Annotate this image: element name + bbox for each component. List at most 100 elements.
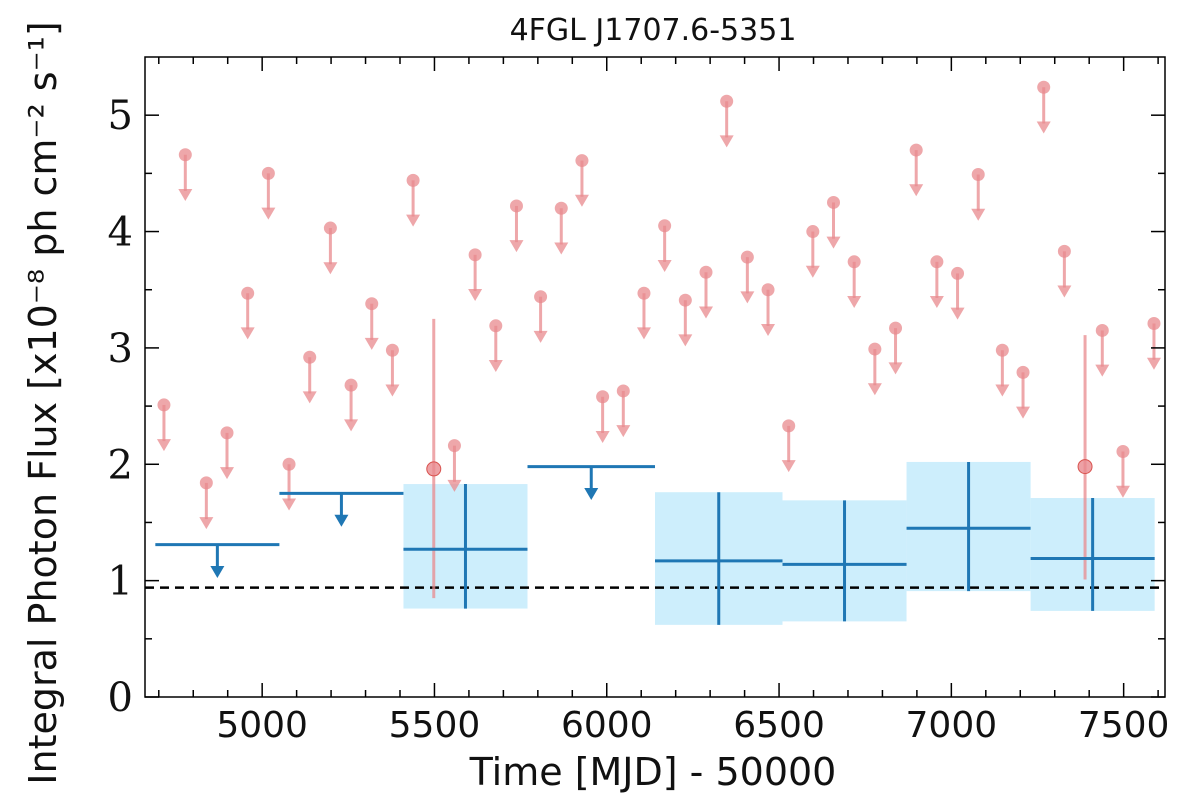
plot-frame bbox=[144, 56, 1166, 698]
yearly-series bbox=[155, 461, 1155, 625]
monthly-upper-limit-arrow bbox=[616, 425, 631, 438]
monthly-upper-limit-arrow bbox=[995, 384, 1010, 397]
monthly-upper-limit-arrow bbox=[740, 291, 755, 304]
monthly-upper-limit-point bbox=[951, 266, 965, 280]
monthly-upper-limit-point bbox=[323, 221, 337, 235]
monthly-upper-limit-arrow bbox=[971, 208, 986, 221]
x-tick-label: 7000 bbox=[906, 705, 998, 746]
monthly-upper-limit-arrow bbox=[406, 214, 421, 227]
monthly-upper-limit-arrow bbox=[1057, 285, 1072, 298]
y-tick-label: 3 bbox=[108, 326, 133, 372]
monthly-upper-limit-point bbox=[761, 283, 775, 297]
monthly-upper-limit-point bbox=[241, 286, 255, 300]
monthly-upper-limit-arrow bbox=[468, 289, 483, 302]
monthly-upper-limit-arrow bbox=[364, 337, 379, 350]
y-axis-label: Integral Photon Flux [x10⁻⁸ ph cm⁻² s⁻¹] bbox=[21, 21, 65, 784]
monthly-upper-limit-point bbox=[637, 286, 651, 300]
monthly-upper-limit-arrow bbox=[847, 296, 862, 309]
y-tick-label: 4 bbox=[108, 210, 133, 256]
monthly-upper-limit-arrow bbox=[909, 184, 924, 197]
monthly-upper-limit-arrow bbox=[261, 207, 276, 220]
monthly-upper-limit-arrow bbox=[344, 419, 359, 432]
y-tick-label: 5 bbox=[108, 93, 133, 139]
monthly-upper-limit-point bbox=[1116, 444, 1130, 458]
monthly-upper-limit-arrow bbox=[574, 194, 589, 207]
monthly-upper-limit-point bbox=[930, 255, 944, 269]
y-tick-label: 2 bbox=[108, 442, 133, 488]
monthly-upper-limit-point bbox=[827, 195, 840, 209]
monthly-upper-limit-point bbox=[678, 293, 692, 307]
monthly-upper-limit-point bbox=[847, 255, 861, 269]
monthly-upper-limit-point bbox=[1057, 244, 1071, 258]
monthly-upper-limit-point bbox=[596, 390, 610, 404]
yearly-upper-limit-arrow bbox=[584, 488, 599, 501]
monthly-upper-limit-arrow bbox=[447, 479, 462, 492]
monthly-upper-limit-arrow bbox=[761, 323, 776, 336]
monthly-upper-limit-point bbox=[178, 148, 192, 162]
x-axis-label: Time [MJD] - 50000 bbox=[469, 750, 837, 794]
monthly-upper-limit-arrow bbox=[199, 517, 214, 530]
monthly-upper-limit-arrow bbox=[1095, 364, 1110, 377]
monthly-upper-limit-point bbox=[889, 321, 903, 335]
monthly-upper-limit-point bbox=[971, 168, 985, 182]
monthly-upper-limit-arrow bbox=[220, 467, 235, 480]
monthly-upper-limit-point bbox=[468, 248, 482, 262]
monthly-upper-limit-point bbox=[385, 343, 399, 357]
monthly-upper-limit-arrow bbox=[282, 498, 297, 511]
monthly-upper-limit-arrow bbox=[699, 306, 713, 319]
monthly-upper-limit-arrow bbox=[488, 360, 503, 373]
monthly-upper-limit-arrow bbox=[178, 188, 193, 201]
monthly-upper-limit-point bbox=[261, 166, 275, 180]
x-tick-label: 5000 bbox=[216, 705, 308, 746]
monthly-detection-point bbox=[426, 461, 442, 477]
yearly-upper-limit-arrow bbox=[210, 565, 225, 578]
yearly-error-bands bbox=[403, 461, 1155, 625]
yearly-upper-limit-arrow bbox=[334, 514, 349, 527]
monthly-upper-limit-point bbox=[509, 199, 523, 213]
monthly-upper-limit-point bbox=[303, 350, 317, 364]
monthly-upper-limit-arrow bbox=[1115, 485, 1130, 498]
x-tick-label: 6500 bbox=[733, 705, 825, 746]
monthly-detection-point bbox=[1077, 459, 1093, 475]
monthly-upper-limit-point bbox=[534, 290, 548, 304]
monthly-upper-limit-arrow bbox=[1036, 121, 1051, 134]
monthly-upper-limit-point bbox=[575, 154, 589, 168]
monthly-upper-limit-arrow bbox=[554, 242, 569, 255]
monthly-upper-limit-arrow bbox=[156, 439, 171, 452]
monthly-upper-limit-point bbox=[554, 201, 568, 215]
monthly-upper-limit-arrow bbox=[323, 262, 338, 275]
chart-title: 4FGL J1707.6-5351 bbox=[510, 13, 797, 48]
monthly-upper-limit-arrow bbox=[657, 259, 672, 272]
monthly-upper-limit-point bbox=[447, 439, 461, 453]
monthly-upper-limit-point bbox=[740, 250, 754, 264]
monthly-upper-limit-arrow bbox=[1146, 357, 1161, 370]
monthly-upper-limit-arrow bbox=[1016, 406, 1031, 419]
monthly-upper-limit-point bbox=[909, 143, 923, 157]
monthly-upper-limit-point bbox=[365, 297, 379, 311]
monthly-upper-limit-arrow bbox=[533, 330, 548, 343]
monthly-upper-limit-arrow bbox=[867, 383, 882, 396]
monthly-upper-limit-arrow bbox=[888, 362, 903, 375]
axes: 5000 5500 6000 6500 7000 7500 0 1 2 3 4 5 bbox=[108, 56, 1170, 746]
monthly-upper-limit-arrow bbox=[678, 334, 693, 347]
monthly-upper-limit-point bbox=[720, 94, 734, 108]
monthly-upper-limit-arrow bbox=[385, 384, 400, 397]
monthly-upper-limit-arrow bbox=[595, 431, 610, 443]
monthly-upper-limit-point bbox=[1095, 323, 1109, 337]
monthly-upper-limit-point bbox=[806, 225, 820, 239]
monthly-upper-limit-arrow bbox=[781, 460, 796, 473]
monthly-upper-limit-point bbox=[1037, 80, 1051, 94]
monthly-upper-limit-arrow bbox=[636, 327, 651, 340]
monthly-upper-limit-arrow bbox=[240, 327, 255, 340]
y-tick-label: 1 bbox=[108, 559, 133, 605]
monthly-upper-limit-point bbox=[616, 384, 630, 398]
y-tick-label: 0 bbox=[108, 675, 133, 721]
monthly-upper-limit-point bbox=[406, 173, 420, 187]
monthly-upper-limit-point bbox=[220, 426, 234, 440]
monthly-upper-limit-arrow bbox=[826, 236, 841, 249]
x-tick-label: 7500 bbox=[1078, 705, 1170, 746]
monthly-upper-limit-point bbox=[344, 378, 358, 392]
monthly-upper-limit-point bbox=[282, 457, 296, 471]
monthly-upper-limit-point bbox=[157, 398, 171, 412]
